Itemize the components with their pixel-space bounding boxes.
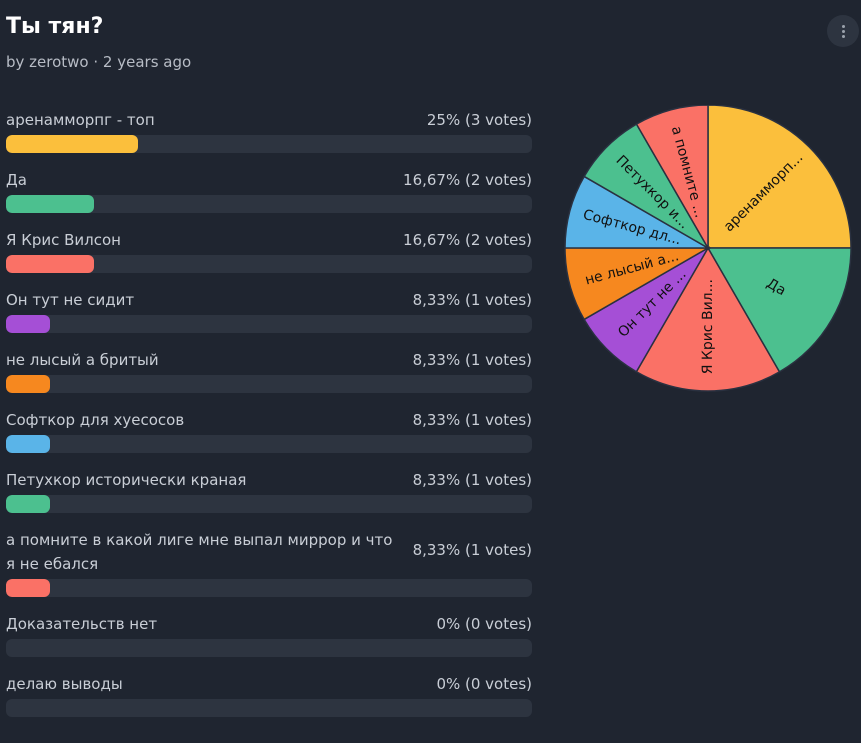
- option-progress-bar: [6, 135, 532, 153]
- option-stat: 8,33% (1 votes): [412, 291, 532, 309]
- option-label: делаю выводы: [6, 675, 123, 693]
- option-progress-bar: [6, 315, 532, 333]
- option-label: Софткор для хуесосов: [6, 411, 185, 429]
- option-progress-fill: [6, 495, 50, 513]
- option-progress-fill: [6, 195, 94, 213]
- option-progress-bar: [6, 639, 532, 657]
- option-stat: 16,67% (2 votes): [403, 231, 532, 249]
- option-stat: 8,33% (1 votes): [412, 351, 532, 369]
- pie-slice: [706, 247, 852, 373]
- pie-slice: [707, 105, 852, 249]
- pie-slice-label: Я Крис Вил...: [700, 279, 716, 374]
- option-stat: 16,67% (2 votes): [403, 171, 532, 189]
- option-label: а помните в какой лиге мне выпал миррор …: [6, 531, 393, 573]
- option-label: аренамморпг - топ: [6, 111, 155, 129]
- option-stat: 8,33% (1 votes): [412, 471, 532, 489]
- results-pie-chart: аренамморп...ДаЯ Крис Вил...Он тут не ..…: [564, 105, 852, 392]
- option-stat: 25% (3 votes): [426, 111, 532, 129]
- option-stat: 0% (0 votes): [436, 615, 532, 633]
- option-progress-fill: [6, 255, 94, 273]
- option-stat: 8,33% (1 votes): [412, 541, 532, 559]
- option-label: Я Крис Вилсон: [6, 231, 121, 249]
- option-progress-bar: [6, 375, 532, 393]
- option-label: не лысый а бритый: [6, 351, 159, 369]
- pie-slice: [635, 105, 709, 251]
- option-label: Он тут не сидит: [6, 291, 135, 309]
- option-progress-bar: [6, 579, 532, 597]
- option-progress-bar: [6, 255, 532, 273]
- option-progress-bar: [6, 435, 532, 453]
- option-label: Да: [6, 171, 27, 189]
- option-progress-fill: [6, 435, 50, 453]
- option-stat: 0% (0 votes): [436, 675, 532, 693]
- more-options-button[interactable]: [827, 15, 859, 47]
- poll-title: Ты тян?: [6, 14, 104, 39]
- option-progress-bar: [6, 495, 532, 513]
- option-stat: 8,33% (1 votes): [412, 411, 532, 429]
- option-progress-bar: [6, 195, 532, 213]
- more-dots-icon: [841, 24, 845, 28]
- poll-byline: by zerotwo · 2 years ago: [6, 53, 192, 71]
- option-label: Доказательств нет: [6, 615, 158, 633]
- option-label: Петухкор исторически краная: [6, 471, 247, 489]
- option-progress-fill: [6, 135, 138, 153]
- option-progress-fill: [6, 375, 50, 393]
- pie-slice: [635, 246, 781, 392]
- option-progress-fill: [6, 579, 50, 597]
- option-progress-fill: [6, 315, 50, 333]
- option-progress-bar: [6, 699, 532, 717]
